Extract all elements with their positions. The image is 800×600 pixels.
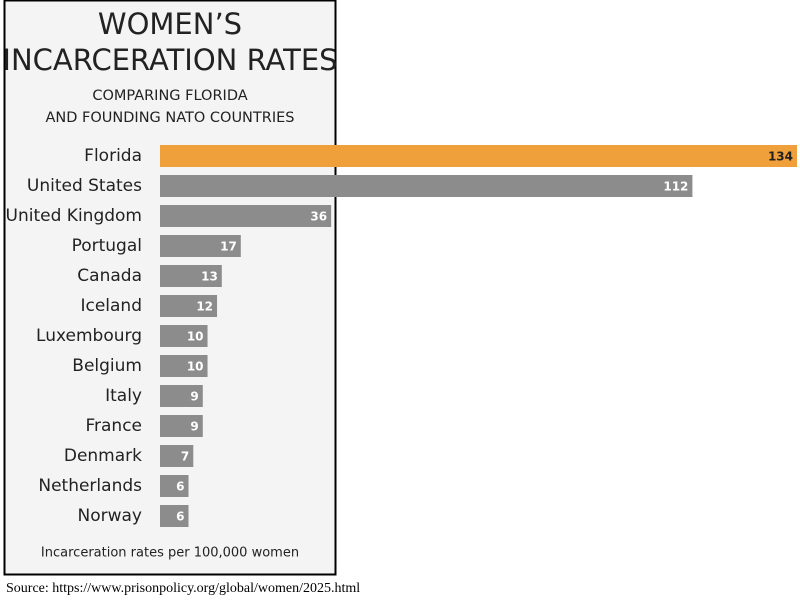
category-label: Belgium (72, 356, 142, 376)
value-label: 12 (196, 300, 213, 314)
value-label: 9 (190, 390, 198, 404)
bar (160, 265, 222, 287)
value-label: 112 (663, 180, 688, 194)
value-label: 17 (220, 240, 237, 254)
category-label: France (85, 416, 142, 436)
chart-title: WOMEN’S (98, 7, 242, 41)
category-label: Luxembourg (36, 326, 142, 346)
value-label: 13 (201, 270, 218, 284)
category-label: Portugal (72, 236, 142, 256)
bar (160, 385, 203, 407)
category-label: Norway (78, 506, 143, 526)
value-label: 36 (310, 210, 327, 224)
bar (160, 235, 241, 257)
source: Source: https://www.prisonpolicy.org/glo… (6, 581, 360, 596)
value-label: 134 (768, 150, 793, 164)
bar (160, 205, 332, 227)
bar (160, 355, 208, 377)
bar (160, 475, 189, 497)
bar (160, 295, 218, 317)
value-label: 7 (181, 450, 189, 464)
value-label: 6 (176, 480, 184, 494)
bar (160, 145, 797, 167)
bar (160, 175, 693, 197)
bar (160, 445, 194, 467)
chart-subtitle: AND FOUNDING NATO COUNTRIES (46, 110, 295, 126)
chart-title: INCARCERATION RATES (2, 43, 337, 77)
category-label: Netherlands (38, 476, 142, 496)
category-label: United States (27, 176, 142, 196)
value-label: 9 (190, 420, 198, 434)
category-label: United Kingdom (6, 206, 142, 226)
note: Incarceration rates per 100,000 women (41, 546, 299, 561)
category-label: Italy (105, 386, 142, 406)
category-label: Denmark (64, 446, 142, 466)
bar (160, 325, 208, 347)
value-label: 10 (187, 360, 204, 374)
bar (160, 505, 189, 527)
category-label: Iceland (80, 296, 142, 316)
category-label: Florida (84, 146, 142, 166)
bar (160, 415, 203, 437)
category-label: Canada (77, 266, 142, 286)
value-label: 6 (176, 510, 184, 524)
value-label: 10 (187, 330, 204, 344)
chart-subtitle: COMPARING FLORIDA (92, 88, 247, 104)
